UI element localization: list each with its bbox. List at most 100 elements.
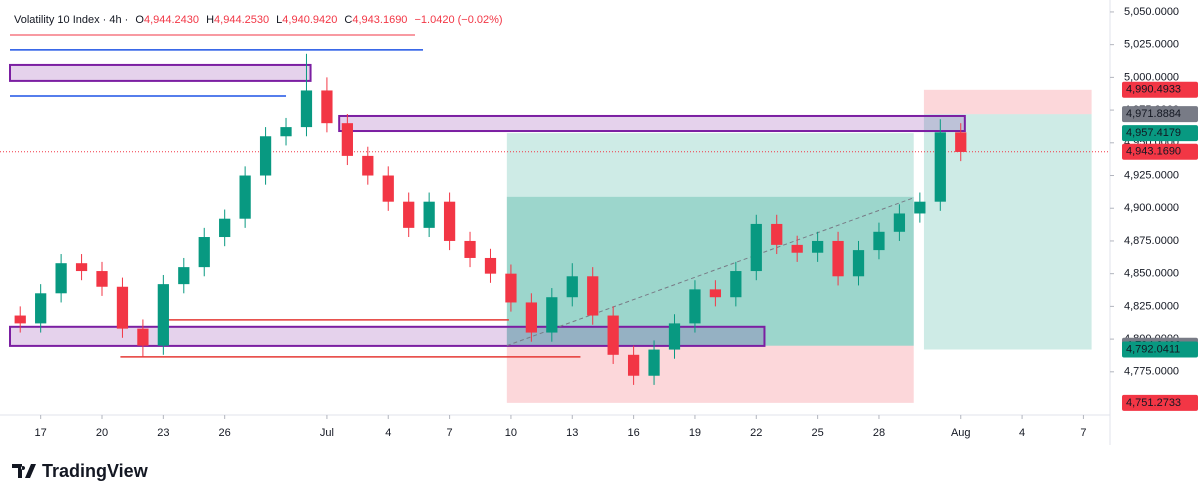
candle-body [893,213,906,232]
o-label: O [135,14,144,26]
candle-body [280,127,292,137]
open-value: 4,944.2430 [144,14,199,26]
x-tick-label: 17 [35,427,47,439]
price-label: 4,957.4179 [1126,127,1181,139]
brand: TradingView [42,461,149,481]
candle-body [403,201,415,228]
y-tick-label: 5,050.0000 [1124,6,1179,18]
x-tick-label: 26 [219,427,231,439]
x-tick-label: 19 [689,427,701,439]
price-label-bg [1122,394,1198,411]
logo: TradingView [12,461,149,481]
candle-body [852,250,865,277]
candle-body [934,132,946,202]
x-tick-label: 22 [750,427,762,439]
candle-body [771,223,783,245]
candle-body [14,315,26,324]
legend-header: Volatility 10 Index · 4h · O4,944.2430 H… [14,14,503,26]
candle-body [566,276,578,298]
x-tick-label: 7 [447,427,453,439]
candle-body [730,271,742,298]
price-label-bg [1122,106,1198,123]
candle-body [689,289,701,324]
x-tick-label: 10 [505,427,517,439]
position-zone [506,345,914,403]
high-value: 4,944.2530 [214,14,269,26]
candle-body [157,284,169,346]
supply-demand-zone [9,325,766,347]
price-label: 4,971.8884 [1126,108,1181,120]
candle-body [627,354,640,376]
price-label: 4,792.0411 [1126,343,1180,355]
candle-body [443,201,456,241]
candle-body [505,273,517,303]
x-tick-label: 20 [96,427,108,439]
candle-body [178,267,190,285]
candle-body [955,132,967,152]
candle-body [75,263,88,272]
position-zone [923,89,1092,115]
candle-body [525,302,537,333]
c-label: C [344,14,352,26]
candle-body [832,240,844,277]
x-tick-label: Aug [951,427,971,439]
candle-body [362,155,374,176]
position-zone [923,114,1092,350]
candle-body [750,223,762,272]
trend-line [506,197,914,347]
candle-body [709,289,722,298]
candle-body [423,201,435,228]
low-value: 4,940.9420 [282,14,337,26]
candle-body [96,271,108,287]
candle-body [464,240,476,258]
x-tick-label: 25 [811,427,823,439]
candle-body [321,90,333,124]
y-tick-label: 4,875.0000 [1124,235,1179,247]
candle-body [587,276,599,316]
candle-body [811,240,824,253]
x-tick-label: 4 [385,427,391,439]
candle-body [198,237,210,268]
h-label: H [206,14,214,26]
price-label: 4,943.1690 [1126,146,1181,158]
candle-body [341,123,353,156]
change-value: −1.0420 (−0.02%) [415,14,503,26]
x-tick-label: 23 [157,427,169,439]
price-label: 4,751.2733 [1126,397,1181,409]
candle-body [382,175,394,202]
y-tick-label: 4,900.0000 [1124,202,1179,214]
position-zone [506,133,914,346]
candle-body [873,231,885,251]
candle-body [259,136,272,176]
price-label: 4,990.4933 [1126,84,1181,96]
x-tick-label: 7 [1080,427,1086,439]
candle-body [219,218,231,238]
y-tick-label: 4,775.0000 [1124,366,1179,378]
candle-body [914,201,926,214]
x-tick-label: 16 [627,427,639,439]
y-tick-label: 4,850.0000 [1124,268,1179,280]
candle-body [668,323,681,350]
symbol: Volatility 10 Index · 4h · [14,14,128,26]
y-tick-label: 4,825.0000 [1124,300,1179,312]
candle-body [239,175,251,219]
x-tick-label: 13 [566,427,578,439]
logo-icon [12,464,36,478]
price-label-bg [1122,125,1198,142]
y-tick-label: 5,000.0000 [1124,71,1179,83]
candle-body [137,328,149,346]
candle-body [55,263,67,294]
supply-demand-zone [9,63,312,82]
price-label-bg [1122,341,1198,358]
y-tick-label: 5,025.0000 [1124,39,1179,51]
candle-body [484,257,497,274]
y-tick-label: 4,925.0000 [1124,169,1179,181]
candle-body [35,293,47,324]
x-tick-label: Jul [320,427,334,439]
l-label: L [276,14,282,26]
candle-body [607,315,619,355]
supply-demand-zone [338,114,966,133]
close-value: 4,943.1690 [352,14,407,26]
price-label-bg [1122,143,1198,160]
